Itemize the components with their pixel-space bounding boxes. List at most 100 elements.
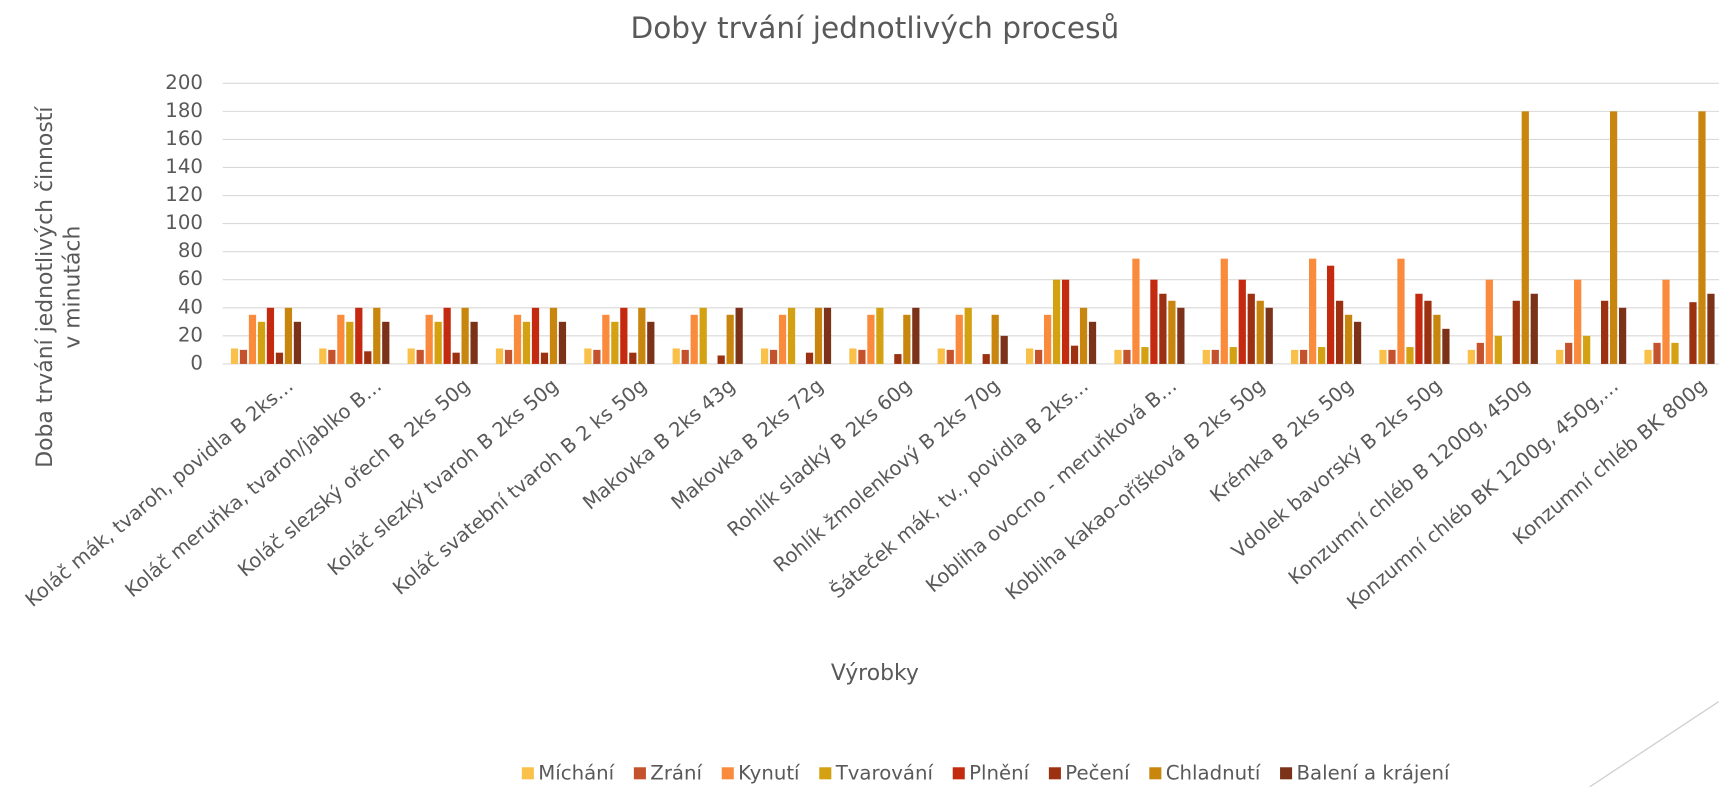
y-tick-label: 100 (165, 211, 203, 234)
bar (452, 352, 460, 364)
bar (1229, 347, 1237, 364)
y-tick-label: 180 (165, 99, 203, 122)
bar (1379, 349, 1387, 364)
bar (1309, 258, 1317, 364)
bar (373, 307, 381, 364)
bar (319, 348, 327, 364)
bar (858, 349, 866, 364)
bar (239, 349, 248, 364)
bar (912, 307, 920, 364)
legend-label: Pečení (1065, 761, 1130, 784)
legend-label: Plnění (969, 761, 1029, 784)
bar (355, 307, 363, 364)
bar (964, 307, 972, 364)
y-tick-label: 80 (178, 239, 203, 262)
bar (266, 307, 275, 364)
bar (1415, 293, 1423, 364)
legend: Míchání Zrání Kynutí Tvarování Plnění Pečení C… (521, 761, 1450, 784)
bar (337, 314, 345, 364)
bar (275, 352, 284, 364)
bar (248, 314, 257, 364)
bar (690, 314, 698, 364)
bar (602, 314, 610, 364)
bar (946, 349, 954, 364)
legend-label: Zrání (650, 761, 702, 784)
bar (1061, 279, 1070, 364)
bar (1521, 111, 1529, 364)
bar (760, 348, 769, 364)
bar (1265, 307, 1273, 364)
bar (1168, 300, 1176, 364)
bar (1043, 314, 1052, 364)
bar (328, 349, 336, 364)
bar (1000, 335, 1008, 364)
y-tick-label: 20 (178, 323, 203, 346)
y-tick-label: 40 (178, 295, 203, 318)
bar (672, 348, 680, 364)
bar (1114, 349, 1122, 364)
bar (876, 307, 884, 364)
bar (540, 352, 549, 364)
bar (787, 307, 796, 364)
bar (894, 354, 902, 364)
bar (1177, 307, 1185, 364)
bar (407, 348, 415, 364)
y-axis-title-line: Doba trvání jednotlivých činností (33, 106, 58, 468)
bar (1088, 321, 1097, 364)
bar (681, 349, 689, 364)
bar (726, 314, 734, 364)
bar (823, 307, 832, 364)
bar (699, 307, 707, 364)
bar (1025, 348, 1034, 364)
bar (531, 307, 540, 364)
y-tick-label: 160 (165, 127, 203, 150)
bar (937, 348, 945, 364)
bar (982, 354, 990, 364)
x-tick-label: Krémka B 2ks 50g (1206, 374, 1358, 507)
bar (461, 307, 469, 364)
bar (1689, 302, 1697, 364)
bar (991, 314, 999, 364)
bar (1247, 293, 1255, 364)
bar (513, 314, 522, 364)
bar (611, 321, 619, 364)
bar (549, 307, 558, 364)
bar (638, 307, 646, 364)
bar (1238, 279, 1246, 364)
bar (1601, 300, 1609, 364)
bar (1556, 349, 1564, 364)
bar (629, 352, 637, 364)
bar (1052, 279, 1061, 364)
bar (416, 349, 424, 364)
bar (1202, 349, 1210, 364)
bar (1070, 345, 1079, 364)
bar (1707, 293, 1715, 364)
bar (584, 348, 592, 364)
bar (1388, 349, 1396, 364)
legend-swatch (819, 767, 832, 780)
bar (470, 321, 478, 364)
bar (805, 352, 814, 364)
bar (443, 307, 451, 364)
bar (1034, 349, 1043, 364)
bar (1574, 279, 1582, 364)
bar (434, 321, 442, 364)
bar (903, 314, 911, 364)
chart-title: Doby trvání jednotlivých procesů (630, 11, 1119, 45)
bar (1644, 349, 1652, 364)
y-axis-title: Doba trvání jednotlivých činností v minu… (33, 106, 85, 468)
bar (346, 321, 354, 364)
bar (1485, 279, 1493, 364)
bar (1079, 307, 1088, 364)
bar (1344, 314, 1353, 364)
bar (1671, 342, 1679, 364)
legend-label: Chladnutí (1166, 761, 1261, 784)
bar (1335, 300, 1344, 364)
bar (1132, 258, 1140, 364)
bar (1698, 111, 1706, 364)
y-tick-label: 200 (165, 71, 203, 94)
bar (230, 348, 239, 364)
legend-label: Tvarování (835, 761, 934, 784)
bar (1406, 347, 1414, 364)
